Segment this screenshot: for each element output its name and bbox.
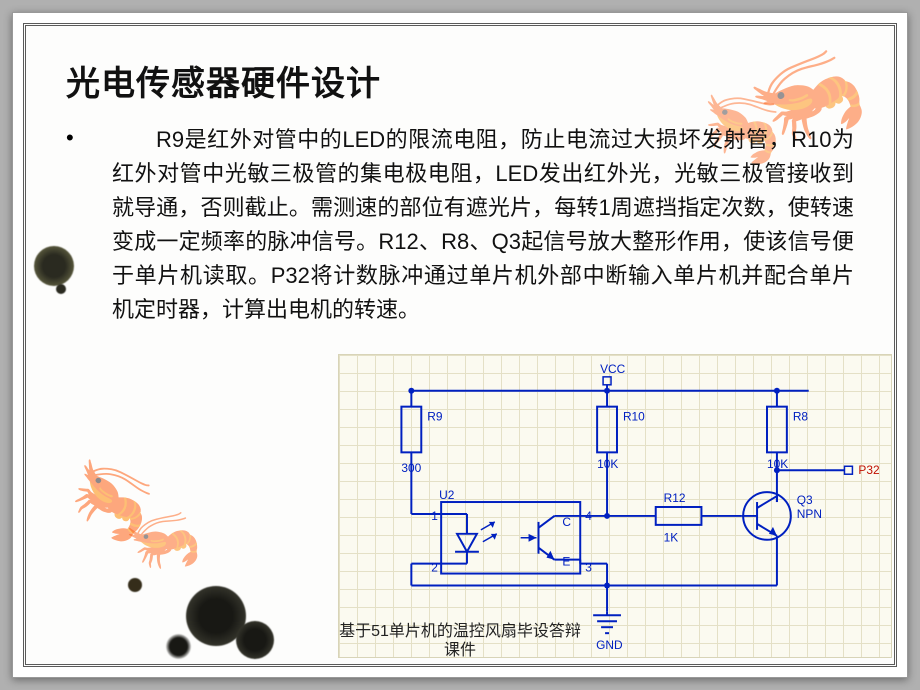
- net-vcc: VCC: [600, 362, 626, 376]
- label-q3-type: NPN: [797, 507, 822, 521]
- u2-pin1: 1: [431, 509, 438, 523]
- slide-content: 光电传感器硬件设计 • R9是红外对管中的LED的限流电阻，防止电流过大损坏发射…: [66, 56, 864, 328]
- svg-text:C: C: [562, 515, 571, 529]
- label-r10: R10: [623, 410, 645, 424]
- svg-text:E: E: [562, 555, 570, 569]
- label-r12: R12: [664, 491, 686, 505]
- slide-page: 🦐 🦐 🦐 🦐 光电传感器硬件设计 • R9是红外对管中的LED的限流电阻，防止…: [12, 12, 908, 678]
- label-u2: U2: [439, 488, 455, 502]
- shrimp-decoration: 🦐: [120, 500, 206, 583]
- footer-line1: 基于51单片机的温控风扇毕设答辩: [26, 622, 894, 641]
- label-r9: R9: [427, 410, 443, 424]
- footer-line2: 课件: [26, 641, 894, 660]
- inkblot-decoration: [56, 284, 66, 294]
- body-paragraph: R9是红外对管中的LED的限流电阻，防止电流过大损坏发射管，R10为红外对管中光…: [112, 123, 864, 328]
- schematic-svg: VCC R9 300 R10 10K R8 10K: [339, 355, 891, 657]
- label-r8: R8: [793, 410, 809, 424]
- value-r12: 1K: [664, 531, 679, 545]
- circuit-schematic: VCC R9 300 R10 10K R8 10K: [338, 354, 892, 658]
- slide-frame: 🦐 🦐 🦐 🦐 光电传感器硬件设计 • R9是红外对管中的LED的限流电阻，防止…: [23, 23, 897, 667]
- label-q3: Q3: [797, 493, 813, 507]
- bullet-marker: •: [66, 123, 84, 151]
- footer: 基于51单片机的温控风扇毕设答辩 课件: [26, 622, 894, 660]
- bullet-row: • R9是红外对管中的LED的限流电阻，防止电流过大损坏发射管，R10为红外对管…: [66, 123, 864, 328]
- net-p32: P32: [858, 463, 880, 477]
- slide-title: 光电传感器硬件设计: [66, 56, 864, 105]
